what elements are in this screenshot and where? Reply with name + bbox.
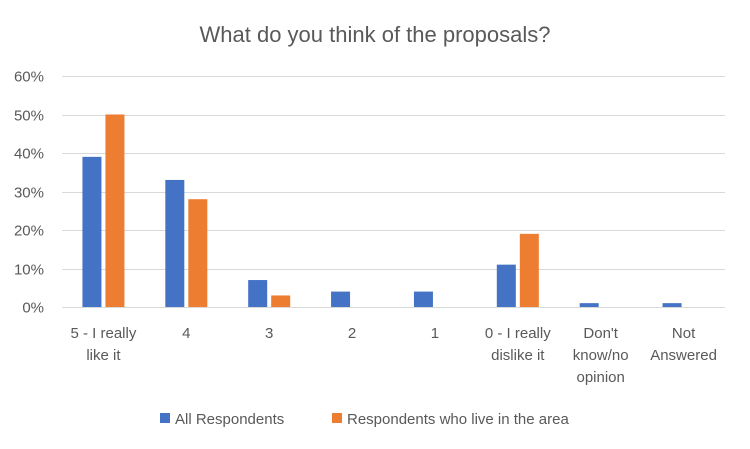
legend: All Respondents Respondents who live in t… [160, 411, 569, 428]
x-category-label: Answered [650, 347, 717, 364]
y-axis-ticks: 0% 10% 20% 30% 40% 50% 60% [14, 69, 44, 317]
y-tick-label: 10% [14, 262, 44, 279]
y-tick-label: 60% [14, 69, 44, 86]
legend-swatch [332, 413, 342, 423]
bar-live-in-area [519, 233, 539, 307]
bar-live-in-area [188, 199, 208, 307]
bar-all-respondents [413, 291, 433, 307]
y-tick-label: 40% [14, 146, 44, 163]
bar-live-in-area [271, 295, 291, 307]
y-tick-label: 50% [14, 108, 44, 125]
x-category-label: dislike it [491, 347, 545, 364]
bar-all-respondents [331, 291, 351, 307]
x-category-label: 4 [182, 325, 190, 342]
y-tick-label: 30% [14, 185, 44, 202]
legend-item: Respondents who live in the area [332, 411, 569, 428]
x-category-label: know/no [573, 347, 629, 364]
chart-title: What do you think of the proposals? [200, 22, 551, 47]
gridlines [62, 76, 725, 308]
bar-all-respondents [248, 280, 268, 307]
x-category-label: 1 [431, 325, 439, 342]
x-category-label: 2 [348, 325, 356, 342]
y-tick-label: 0% [22, 300, 44, 317]
bar-all-respondents [579, 303, 599, 307]
y-tick-label: 20% [14, 223, 44, 240]
x-axis-labels: 5 - I really like it 4 3 2 1 0 - I really disli… [71, 325, 717, 386]
x-category-label: Don't [583, 325, 618, 342]
x-category-label: 3 [265, 325, 273, 342]
bar-all-respondents [165, 179, 185, 307]
x-category-label: opinion [576, 369, 624, 386]
x-category-label: Not [672, 325, 696, 342]
bar-all-respondents [662, 303, 682, 307]
bar-all-respondents [496, 264, 516, 307]
bars [82, 114, 682, 307]
legend-swatch [160, 413, 170, 423]
legend-item: All Respondents [160, 411, 284, 428]
bar-live-in-area [105, 114, 125, 307]
legend-label: All Respondents [175, 411, 284, 428]
bar-all-respondents [82, 156, 102, 307]
x-category-label: 5 - I really [71, 325, 137, 342]
x-category-label: like it [86, 347, 121, 364]
legend-label: Respondents who live in the area [347, 411, 569, 428]
x-category-label: 0 - I really [485, 325, 551, 342]
